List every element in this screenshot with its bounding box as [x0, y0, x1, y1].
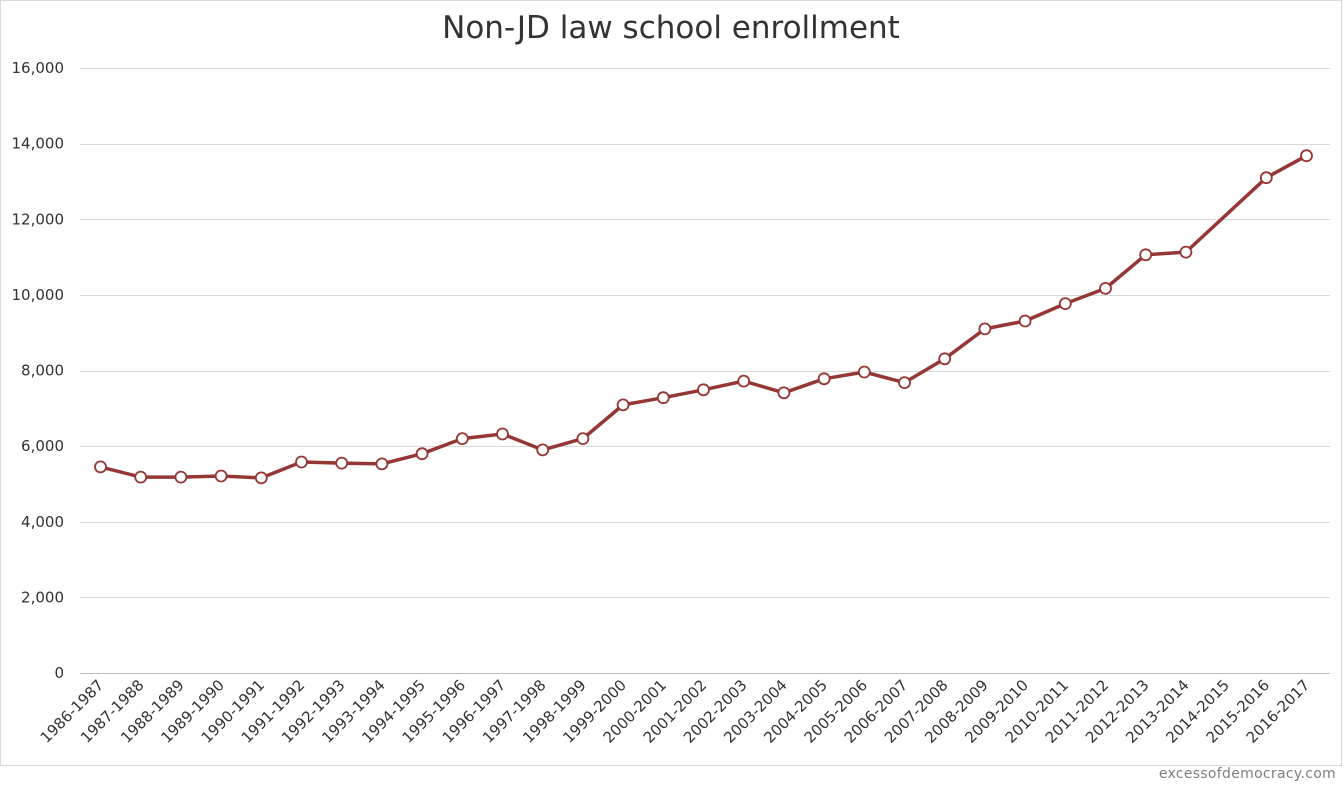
y-tick-label: 12,000	[12, 210, 65, 228]
data-point	[496, 427, 509, 441]
data-point	[254, 471, 268, 485]
data-point	[1300, 149, 1313, 163]
y-tick-label: 16,000	[12, 59, 65, 77]
data-point	[134, 470, 148, 484]
data-point	[898, 376, 911, 390]
data-point	[576, 432, 590, 446]
series-line-layer	[98, 153, 1309, 480]
y-axis-tick-labels: 0 2,000 4,000 6,000 8,000 10,000 12,000 14,000 1…	[12, 59, 65, 682]
y-tick-label: 0	[54, 664, 64, 682]
data-point	[295, 455, 308, 469]
y-tick-label: 6,000	[21, 437, 64, 455]
y-tick-label: 8,000	[21, 362, 64, 380]
data-point	[214, 469, 228, 483]
data-point	[1018, 314, 1032, 328]
data-point	[455, 432, 469, 446]
data-point	[737, 374, 751, 388]
data-point	[1179, 245, 1193, 259]
data-point	[616, 398, 630, 412]
data-point	[536, 443, 550, 457]
data-point	[978, 322, 992, 336]
line-chart: 0 2,000 4,000 6,000 8,000 10,000 12,000 14,000 1…	[12, 59, 1330, 747]
x-axis-tick-labels: 1986-19871987-19881988-19891989-19901990…	[37, 676, 1314, 747]
chart-title: Non-JD law school enrollment	[442, 10, 900, 46]
data-point	[335, 456, 349, 470]
series-line	[98, 153, 1309, 480]
chart-frame	[0, 0, 1342, 766]
data-point	[1139, 248, 1153, 262]
data-point	[375, 457, 389, 471]
data-point	[656, 391, 670, 405]
y-tick-label: 4,000	[21, 513, 64, 531]
y-tick-label: 14,000	[12, 135, 65, 153]
y-tick-label: 10,000	[12, 286, 65, 304]
data-point	[1259, 171, 1273, 185]
data-point	[174, 470, 188, 484]
y-tick-label: 2,000	[21, 588, 64, 606]
data-point	[697, 383, 710, 397]
data-points	[94, 149, 1313, 485]
watermark-text: excessofdemocracy.com	[1158, 766, 1336, 782]
data-point	[1058, 297, 1072, 311]
data-point	[415, 447, 429, 461]
data-point	[938, 352, 952, 366]
data-point	[857, 365, 871, 379]
data-point	[94, 460, 107, 474]
gridlines	[80, 68, 1330, 674]
data-point	[817, 372, 831, 386]
data-point	[777, 386, 791, 400]
data-point	[1099, 281, 1112, 295]
